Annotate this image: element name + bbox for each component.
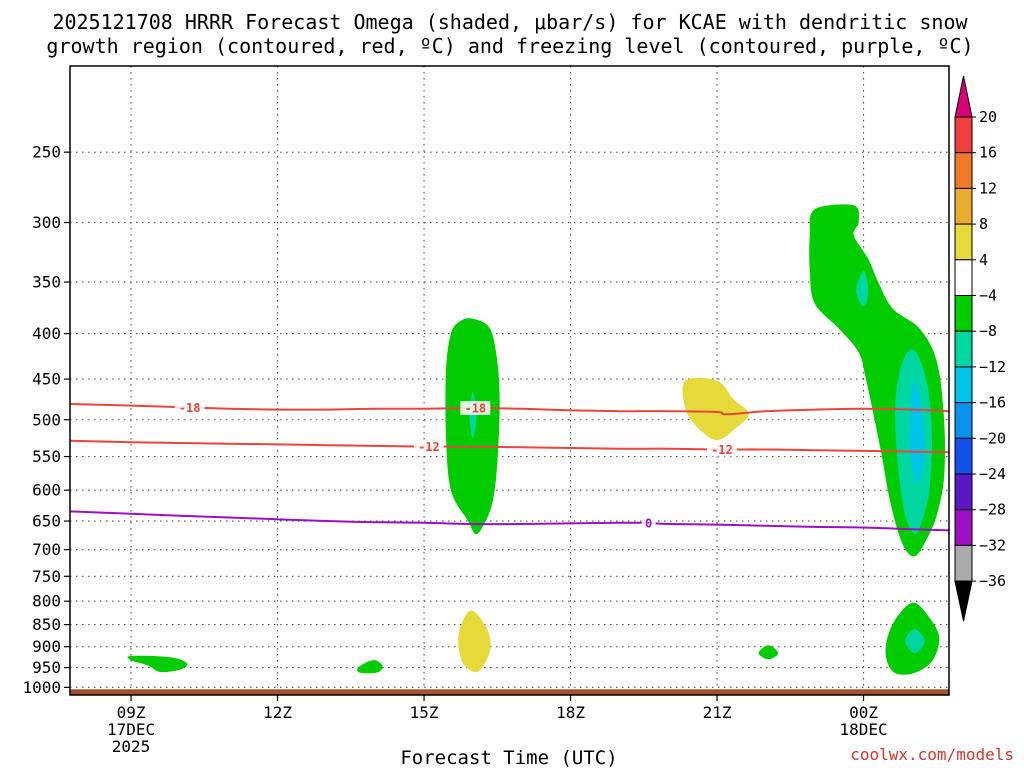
y-tick-label: 450 — [32, 370, 61, 389]
credit-text: coolwx.com/models — [850, 745, 1014, 764]
omega-region — [458, 610, 491, 673]
y-tick-label: 1000 — [22, 678, 61, 697]
colorbar-label: −12 — [979, 358, 1006, 376]
isotherm-label: -18 — [179, 401, 201, 415]
colorbar-segment — [954, 366, 973, 404]
colorbar-segment — [954, 223, 973, 261]
colorbar-label: 16 — [979, 144, 997, 162]
isotherm-label-bg — [641, 516, 656, 531]
colorbar-label: −4 — [979, 287, 997, 305]
y-tick-label: 550 — [32, 447, 61, 466]
colorbar-label: −24 — [979, 465, 1006, 483]
isotherm-label-bg — [460, 401, 491, 416]
isotherm-line — [70, 403, 949, 416]
colorbar-segment — [954, 295, 973, 332]
gridlines — [70, 66, 949, 695]
omega-region — [127, 655, 188, 673]
x-tick-label: 00Z — [849, 703, 878, 722]
colorbar: 20 16 12 8 4 −4 −8 −12 −16 −20 −24 −28 −32 −36 — [954, 75, 1006, 622]
y-tick-label: 500 — [32, 410, 61, 429]
colorbar-segment — [954, 116, 973, 154]
colorbar-segment — [954, 437, 973, 475]
x-tick-label: 21Z — [703, 703, 732, 722]
chart-title-line-1: 2025121708 HRRR Forecast Omega (shaded, … — [52, 10, 968, 34]
colorbar-label: −16 — [979, 394, 1006, 412]
colorbar-label: −28 — [979, 501, 1006, 519]
x-tick-label: 18Z — [556, 703, 585, 722]
y-tick-label: 750 — [32, 567, 61, 586]
x-tick-label: 17DEC — [107, 720, 155, 739]
x-tick-label: 15Z — [410, 703, 439, 722]
omega-region — [909, 380, 925, 484]
colorbar-label: −32 — [979, 536, 1006, 554]
omega-region — [856, 270, 869, 307]
colorbar-segment — [954, 330, 973, 368]
colorbar-label: 20 — [979, 108, 997, 126]
y-tick-label: 300 — [32, 213, 61, 232]
plot-area: -18 -18 -12 -12 0 250 300 350 400 450 500 550 600 650… — [22, 65, 950, 756]
y-tick-label: 900 — [32, 637, 61, 656]
colorbar-segment — [954, 473, 973, 511]
colorbar-segment — [954, 187, 973, 225]
y-tick-label: 700 — [32, 540, 61, 559]
colorbar-label: 8 — [979, 215, 988, 233]
isotherm-label: 0 — [645, 517, 652, 531]
colorbar-segment — [954, 259, 973, 296]
y-tick-label: 850 — [32, 615, 61, 634]
x-tick-label: 09Z — [117, 703, 146, 722]
plot-frame — [69, 65, 950, 696]
colorbar-segment — [954, 402, 973, 439]
ground-terrain — [70, 689, 949, 695]
x-axis-label: Forecast Time (UTC) — [400, 747, 617, 768]
y-tick-label: 800 — [32, 592, 61, 611]
isotherm-line — [70, 510, 949, 532]
isotherm-contours — [70, 403, 949, 532]
colorbar-segment — [954, 509, 973, 546]
colorbar-label: 4 — [979, 251, 988, 269]
isotherm-label-bg — [706, 442, 737, 457]
omega-region — [357, 660, 383, 674]
omega-region — [758, 645, 779, 660]
y-tick-label: 600 — [32, 481, 61, 500]
colorbar-label: −36 — [979, 572, 1006, 590]
isotherm-label: -18 — [464, 402, 486, 416]
y-tick-label: 350 — [32, 273, 61, 292]
colorbar-label: −20 — [979, 429, 1006, 447]
chart-title-line-2: growth region (contoured, red, ºC) and f… — [46, 34, 973, 58]
x-tick-label: 18DEC — [839, 720, 887, 739]
isotherm-label: -12 — [711, 443, 733, 457]
y-tick-label: 650 — [32, 512, 61, 531]
isotherm-line — [70, 439, 949, 454]
omega-shading — [127, 204, 945, 675]
isotherm-label: -12 — [418, 440, 440, 454]
y-tick-label: 400 — [32, 324, 61, 343]
x-tick-label: 12Z — [263, 703, 292, 722]
colorbar-label: 12 — [979, 179, 997, 197]
omega-region — [905, 629, 925, 654]
colorbar-segment — [954, 152, 973, 189]
colorbar-bottom-arrow — [954, 580, 973, 622]
isotherm-label-bg — [413, 439, 444, 454]
isotherm-label-bg — [174, 400, 205, 415]
colorbar-label: −8 — [979, 322, 997, 340]
y-tick-label: 950 — [32, 658, 61, 677]
x-tick-label: 2025 — [112, 737, 151, 756]
omega-region — [682, 377, 749, 441]
y-tick-label: 250 — [32, 143, 61, 162]
colorbar-top-arrow — [954, 75, 973, 118]
colorbar-segment — [954, 544, 973, 582]
